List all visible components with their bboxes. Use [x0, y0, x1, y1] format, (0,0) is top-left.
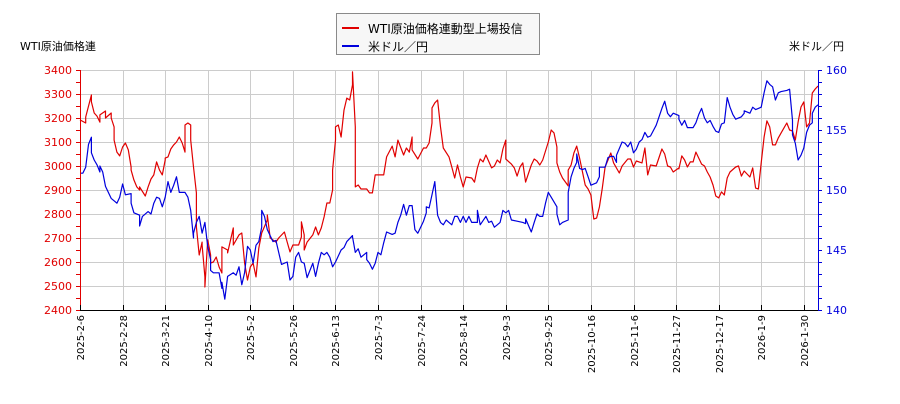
x-axis-label: 2025-3-21: [161, 315, 172, 367]
right-axis-title: 米ドル／円: [789, 40, 844, 53]
left-axis-label: 3000: [44, 160, 72, 173]
left-axis-label: 2900: [44, 184, 72, 197]
right-axis-label: 140: [826, 304, 847, 317]
x-axis-label: 2025-12-17: [715, 315, 726, 373]
left-axis-label: 2800: [44, 208, 72, 221]
right-axis-label: 155: [826, 124, 847, 137]
x-axis-label: 2026-1-30: [800, 315, 811, 367]
right-axis-label: 150: [826, 184, 847, 197]
red-line-swatch-icon: [342, 27, 359, 29]
x-axis-label: 2025-5-2: [246, 315, 257, 360]
x-axis-label: 2025-4-10: [204, 315, 215, 367]
left-axis-label: 3400: [44, 64, 72, 77]
x-axis-label: 2025-2-28: [119, 315, 130, 367]
x-axis-label: 2026-1-9: [757, 315, 768, 360]
blue-line-swatch-icon: [342, 45, 359, 47]
x-axis-label: 2025-2-6: [76, 315, 87, 360]
left-axis-label: 3100: [44, 136, 72, 149]
left-axis-label: 2600: [44, 256, 72, 269]
legend-item-usdjpy: 米ドル／円: [342, 38, 428, 54]
x-axis-label: 2025-11-6: [630, 315, 641, 367]
right-axis-label: 160: [826, 64, 847, 77]
legend-item-wti: WTI原油価格連動型上場投信: [342, 20, 523, 36]
x-axis-label: 2025-10-16: [587, 315, 598, 373]
plot-series: [79, 71, 819, 300]
usdjpy-line: [80, 80, 819, 300]
legend: WTI原油価格連動型上場投信 米ドル／円: [336, 13, 540, 55]
left-axis-title: WTI原油価格連: [20, 40, 96, 53]
legend-label-usdjpy: 米ドル／円: [368, 39, 429, 54]
right-axis-label: 145: [826, 244, 847, 257]
left-axis-label: 3300: [44, 88, 72, 101]
x-axis-label: 2025-7-24: [417, 315, 428, 367]
x-axis-label: 2025-5-26: [289, 315, 300, 367]
wti-line: [79, 71, 819, 288]
x-axis-label: 2025-11-27: [672, 315, 683, 373]
legend-label-wti: WTI原油価格連動型上場投信: [368, 21, 523, 36]
left-axis-label: 3200: [44, 112, 72, 125]
gridlines: [80, 70, 818, 311]
x-axis-label: 2025-7-3: [374, 315, 385, 360]
left-axis-label: 2700: [44, 232, 72, 245]
axes: 2400 2500 2600 2700 2800 2900 3000 3100 3200 3300…: [44, 64, 847, 373]
left-axis-label: 2400: [44, 304, 72, 317]
x-axis-label: 2025-6-13: [331, 315, 342, 367]
x-axis-label: 2025-9-25: [544, 315, 555, 367]
left-axis-label: 2500: [44, 280, 72, 293]
x-axis-label: 2025-9-3: [502, 315, 513, 360]
x-axis-label: 2025-8-14: [459, 315, 470, 367]
